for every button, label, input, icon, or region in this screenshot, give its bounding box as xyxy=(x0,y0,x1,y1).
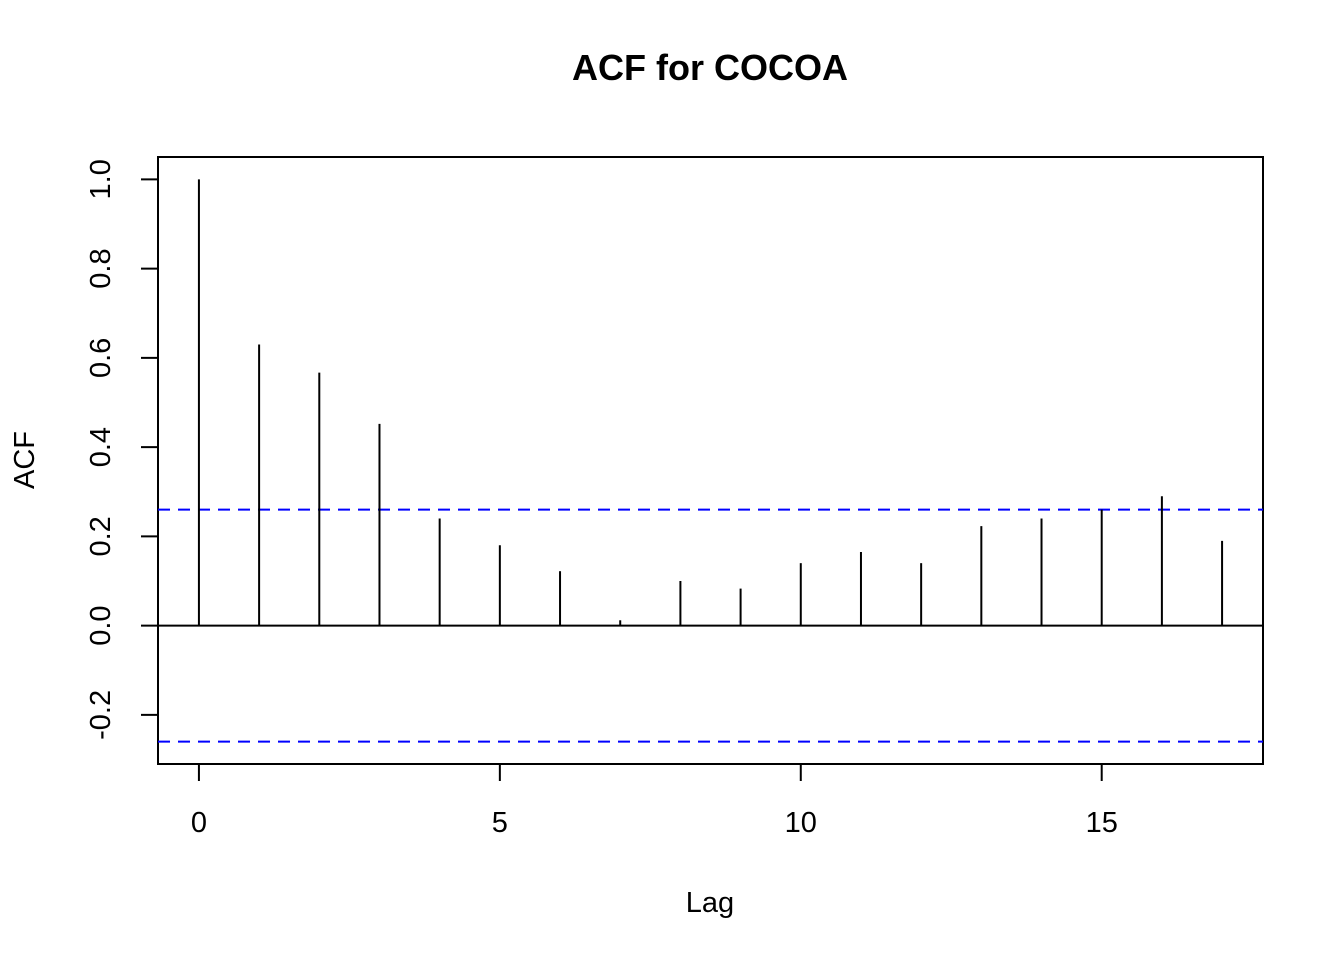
plot-area: 0 5 10 15 -0.2 0.0 0.2 0.4 0.6 0.8 1.0 xyxy=(85,156,1264,839)
y-tick-label: 0.2 xyxy=(85,516,117,556)
chart-title: ACF for COCOA xyxy=(572,47,848,88)
y-tick-label: 0.4 xyxy=(85,427,117,467)
y-tick-label: 0.8 xyxy=(85,248,117,288)
plot-frame xyxy=(157,156,1264,765)
y-tick-label: 1.0 xyxy=(85,159,117,199)
y-axis-label: ACF xyxy=(9,431,41,489)
x-axis-label: Lag xyxy=(686,887,734,919)
x-tick-label: 0 xyxy=(191,807,207,839)
y-tick-label: 0.0 xyxy=(85,605,117,645)
y-tick-label: -0.2 xyxy=(85,690,117,740)
x-tick-label: 10 xyxy=(785,807,817,839)
x-tick-label: 15 xyxy=(1086,807,1118,839)
y-tick-label: 0.6 xyxy=(85,338,117,378)
x-tick-label: 5 xyxy=(492,807,508,839)
